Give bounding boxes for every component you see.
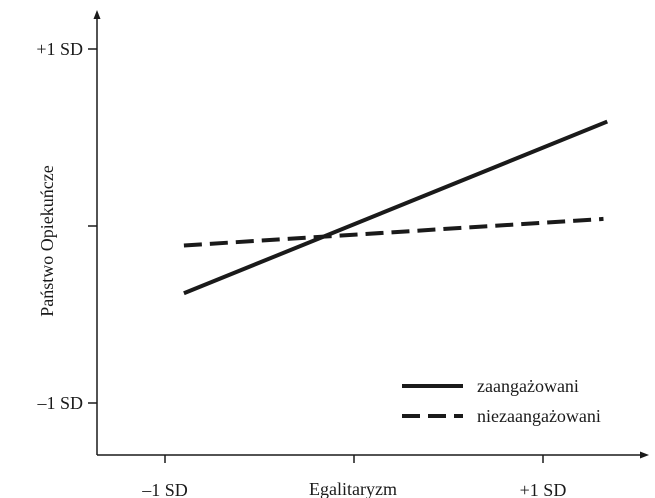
ticks: –1 SD +1 SD +1 SD –1 SD [36, 39, 566, 498]
legend: zaangażowani niezaangażowani [402, 376, 601, 426]
legend-label: niezaangażowani [477, 406, 601, 426]
axes [93, 10, 649, 459]
series [183, 119, 609, 296]
y-axis-label: Państwo Opiekuńcze [37, 165, 57, 316]
series-line-dashed [183, 216, 604, 248]
y-tick-label: +1 SD [36, 39, 83, 59]
legend-label: zaangażowani [477, 376, 579, 396]
y-tick-label: –1 SD [36, 393, 83, 413]
x-axis-label: Egalitaryzm [309, 479, 397, 498]
y-axis-arrowhead [93, 10, 101, 19]
x-tick-label: –1 SD [141, 480, 188, 498]
x-tick-label: +1 SD [520, 480, 567, 498]
series-line-solid [183, 119, 609, 296]
x-axis-arrowhead [640, 451, 649, 459]
